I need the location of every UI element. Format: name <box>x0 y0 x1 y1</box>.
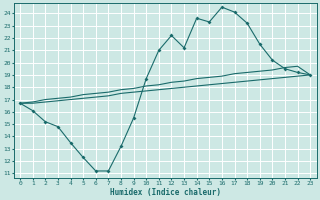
X-axis label: Humidex (Indice chaleur): Humidex (Indice chaleur) <box>110 188 220 197</box>
